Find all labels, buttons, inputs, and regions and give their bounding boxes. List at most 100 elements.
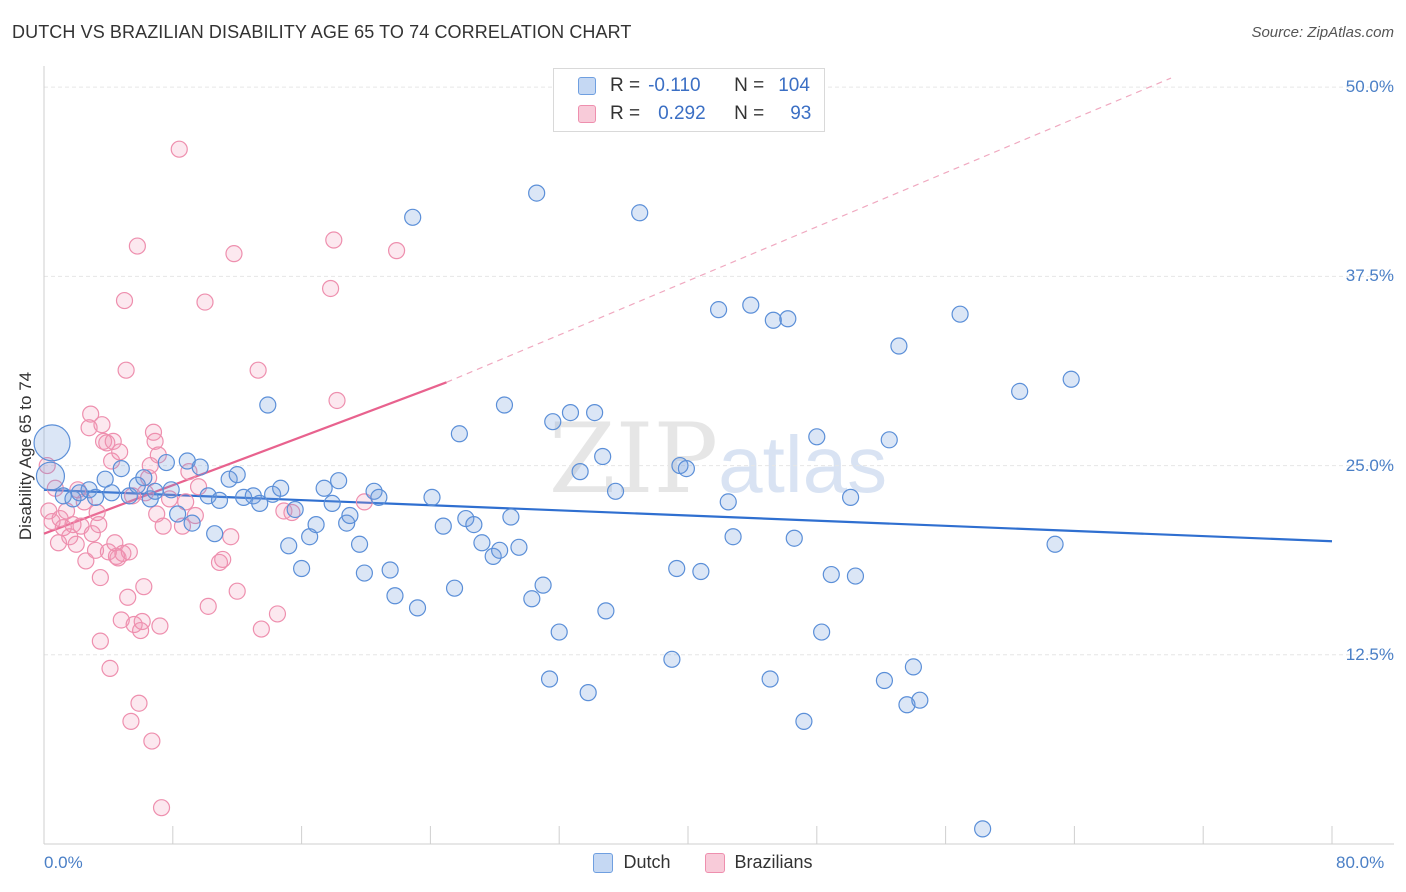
legend-label-dutch: Dutch	[623, 852, 671, 872]
brazilians-r-value: 0.292	[658, 103, 706, 124]
dutch-point	[540, 670, 559, 688]
brazilians-point	[252, 620, 270, 638]
brazilians-point	[283, 503, 301, 522]
dutch-point	[846, 567, 865, 585]
brazilians-point	[225, 245, 243, 263]
series-legend: Dutch Brazilians	[0, 852, 1406, 873]
dutch-point	[355, 564, 373, 582]
dutch-point	[904, 658, 923, 676]
dutch-point	[199, 487, 217, 505]
dutch-point	[842, 488, 860, 506]
dutch-point	[663, 650, 681, 668]
dutch-point	[1062, 370, 1080, 388]
dutch-point	[523, 590, 541, 608]
dutch-point	[162, 481, 180, 499]
brazilians-point	[54, 519, 72, 537]
brazilians-point	[90, 516, 108, 534]
dutch-point	[544, 413, 562, 431]
dutch-point	[951, 305, 969, 323]
dutch-point	[350, 535, 369, 553]
brazilians-point	[135, 578, 153, 596]
y-tick-label: 50.0%	[1345, 77, 1394, 97]
brazilians-point	[228, 582, 246, 600]
brazilians-point	[210, 553, 229, 572]
brazilians-point	[128, 237, 146, 255]
dutch-point	[465, 516, 483, 534]
gridlines	[44, 86, 1394, 656]
brazilians-point	[83, 525, 101, 543]
dutch-point	[880, 431, 898, 449]
watermark-atlas: atlas	[718, 420, 887, 509]
legend-item-dutch[interactable]: Dutch	[593, 852, 671, 873]
dutch-point	[220, 470, 238, 488]
y-tick-label: 25.0%	[1345, 455, 1394, 475]
brazilians-point	[86, 541, 105, 559]
brazilians-n-label: N =	[734, 103, 765, 124]
brazilians-point	[325, 231, 343, 249]
dutch-point	[911, 691, 929, 709]
dutch-point	[606, 482, 625, 500]
brazilians-point	[111, 443, 129, 461]
dutch-point	[86, 488, 105, 506]
brazilians-points	[38, 140, 406, 817]
dutch-point	[594, 447, 612, 466]
brazilians-point	[38, 456, 56, 475]
brazilians-point	[180, 463, 198, 481]
dutch-point	[54, 487, 72, 505]
brazilians-point	[214, 550, 232, 569]
dutch-point	[323, 494, 341, 513]
dutch-point	[330, 472, 348, 490]
axes	[43, 66, 1394, 845]
brazilians-point	[222, 528, 240, 546]
dutch-point	[1011, 382, 1029, 400]
brazilians-point	[115, 291, 134, 310]
dutch-point	[286, 500, 304, 519]
dutch-point	[135, 469, 153, 487]
dutch-points	[33, 184, 1080, 838]
legend-swatch-dutch	[593, 852, 614, 873]
brazilians-point	[114, 544, 132, 562]
dutch-point	[502, 508, 520, 526]
dutch-point	[890, 337, 908, 355]
dutch-n-label: N =	[734, 75, 765, 96]
dutch-point	[473, 534, 491, 552]
dutch-point	[779, 310, 797, 328]
dutch-point	[764, 311, 782, 329]
legend-item-brazilians[interactable]: Brazilians	[704, 852, 813, 873]
legend-label-brazilians: Brazilians	[734, 852, 813, 872]
dutch-point	[677, 459, 695, 478]
dutch-point	[157, 453, 175, 472]
brazilians-point	[154, 517, 172, 535]
brazilians-point	[80, 419, 98, 437]
trend-lines	[43, 77, 1333, 543]
dutch-point	[259, 396, 277, 414]
y-tick-label: 12.5%	[1345, 644, 1394, 664]
x-tick-min: 0.0%	[44, 853, 83, 872]
dutch-trend-line	[43, 488, 1333, 543]
dutch-swatch	[578, 77, 596, 95]
dutch-point	[210, 491, 229, 509]
dutch-point	[528, 184, 546, 202]
brazilians-point	[133, 612, 151, 631]
dutch-point	[70, 484, 89, 502]
dutch-point	[341, 506, 359, 525]
dutch-point	[206, 525, 224, 543]
dutch-point	[510, 538, 528, 556]
dutch-point	[404, 208, 422, 226]
brazilians-point	[122, 712, 140, 730]
dutch-point	[631, 204, 649, 222]
dutch-point	[785, 529, 803, 547]
dutch-point	[272, 479, 290, 497]
brazilians-point	[120, 543, 138, 561]
brazilians-point	[143, 732, 161, 750]
brazilians-trend-line	[43, 381, 447, 535]
dutch-point	[742, 296, 760, 314]
brazilians-point	[67, 535, 85, 553]
brazilians-point	[91, 568, 109, 587]
brazilians-point	[268, 605, 287, 623]
brazilians-point	[119, 588, 137, 606]
dutch-point	[875, 671, 894, 690]
dutch-point	[579, 684, 597, 702]
dutch-point	[293, 559, 311, 578]
dutch-point	[898, 696, 916, 714]
